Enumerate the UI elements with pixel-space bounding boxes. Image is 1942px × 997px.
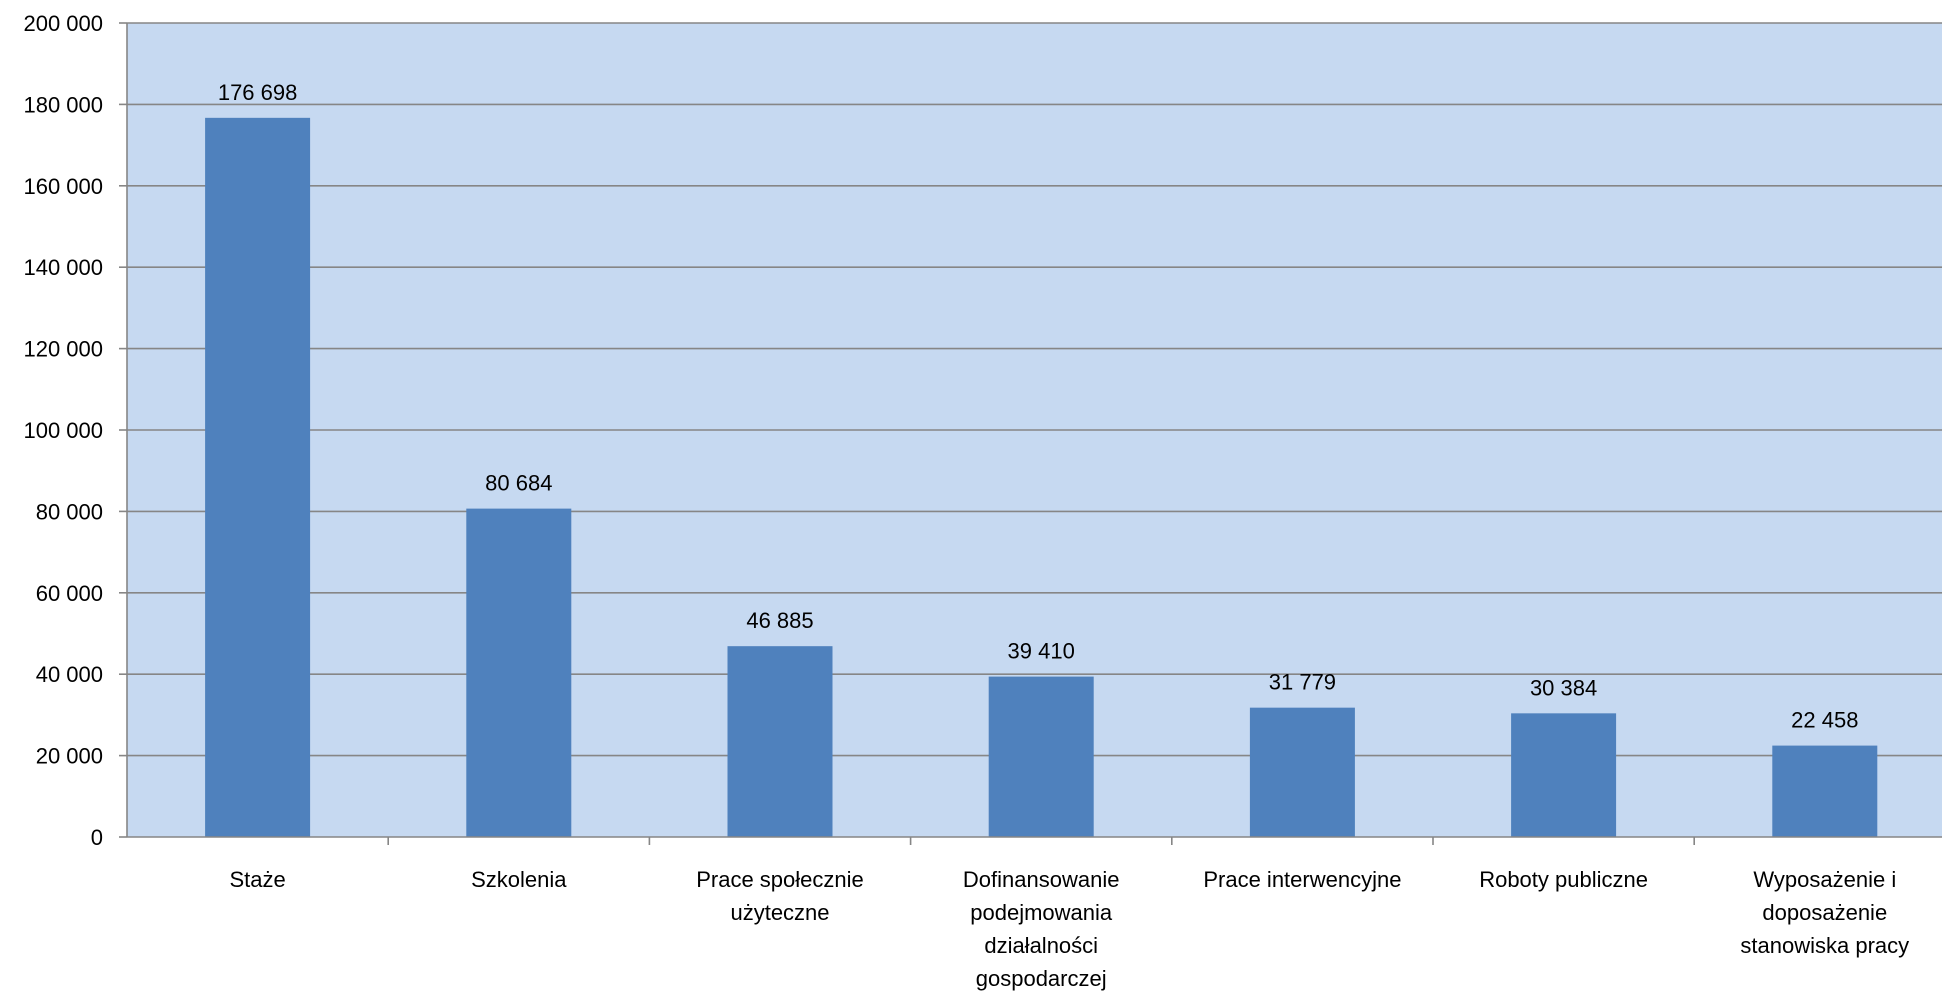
- x-tick-labels: Staże Szkolenia Prace społecznie użyteczne D…: [229, 867, 1909, 991]
- bar: [727, 646, 833, 837]
- y-tick-label: 100 000: [23, 418, 103, 443]
- x-tick-label-line: Szkolenia: [471, 867, 567, 892]
- x-tick-label-line: stanowiska pracy: [1740, 933, 1909, 958]
- x-tick-label-line: Prace społecznie: [696, 867, 864, 892]
- x-tick-label-line: doposażenie: [1762, 900, 1887, 925]
- y-tick-label: 80 000: [36, 499, 103, 524]
- y-tick-label: 140 000: [23, 255, 103, 280]
- y-tick-label: 160 000: [23, 174, 103, 199]
- x-tick-label-line: użyteczne: [730, 900, 829, 925]
- y-tick-label: 120 000: [23, 337, 103, 362]
- x-tick-label-line: Staże: [229, 867, 285, 892]
- bar: [205, 117, 311, 838]
- x-tick-label-line: podejmowania: [970, 900, 1113, 925]
- x-tick-label-line: Prace interwencyjne: [1203, 867, 1401, 892]
- y-tick-labels: 0 20 000 40 000 60 000 80 000 100 000 120 000 1…: [23, 11, 103, 850]
- bar: [988, 676, 1094, 837]
- data-label: 176 698: [218, 80, 298, 105]
- bars: [205, 117, 1878, 838]
- x-tick-label-line: Roboty publiczne: [1479, 867, 1648, 892]
- y-tick-label: 180 000: [23, 92, 103, 117]
- x-tick-label-line: Dofinansowanie: [963, 867, 1120, 892]
- data-label: 39 410: [1008, 639, 1075, 664]
- axes: [126, 23, 1942, 845]
- y-tick-label: 60 000: [36, 581, 103, 606]
- x-tick-label: Prace interwencyjne: [1203, 867, 1401, 892]
- x-tick-label-line: gospodarczej: [976, 966, 1107, 991]
- x-tick-label: Roboty publiczne: [1479, 867, 1648, 892]
- y-tick-label: 20 000: [36, 744, 103, 769]
- data-label: 80 684: [485, 471, 552, 496]
- y-tick-label: 200 000: [23, 11, 103, 36]
- data-label: 30 384: [1530, 675, 1597, 700]
- x-tick-label-line: działalności: [984, 933, 1098, 958]
- x-tick-label: Staże: [229, 867, 285, 892]
- x-tick-label: Szkolenia: [471, 867, 567, 892]
- bar: [1772, 745, 1878, 837]
- y-tick-label: 0: [91, 825, 103, 850]
- x-tick-label: Dofinansowanie podejmowania działalności go…: [963, 867, 1120, 991]
- data-label: 46 885: [746, 608, 813, 633]
- value-labels: 176 698 80 684 46 885 39 410 31 779 30 384 22 …: [218, 80, 1859, 733]
- data-label: 22 458: [1791, 708, 1858, 733]
- x-tick-label: Prace społecznie użyteczne: [696, 867, 864, 925]
- data-label: 31 779: [1269, 670, 1336, 695]
- bar: [466, 508, 572, 837]
- x-tick-label-line: Wyposażenie i: [1753, 867, 1896, 892]
- bar: [1511, 713, 1617, 837]
- x-tick-label: Wyposażenie i doposażenie stanowiska pracy: [1740, 867, 1909, 958]
- bar: [1249, 707, 1355, 837]
- y-tick-label: 40 000: [36, 662, 103, 687]
